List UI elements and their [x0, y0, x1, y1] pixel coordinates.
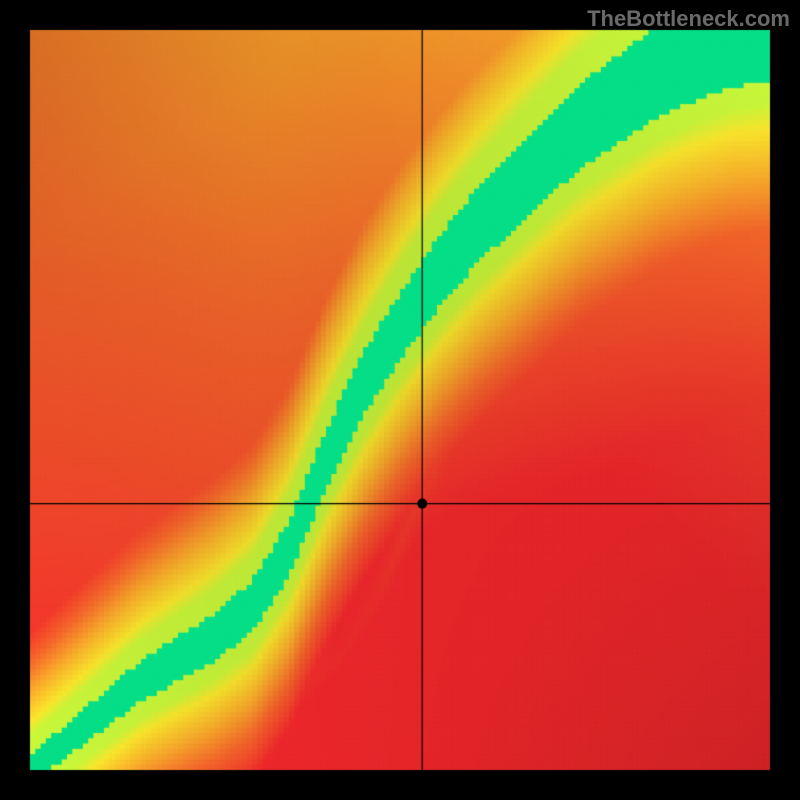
bottleneck-heatmap [0, 0, 800, 800]
attribution-text: TheBottleneck.com [587, 6, 790, 32]
chart-container: TheBottleneck.com [0, 0, 800, 800]
